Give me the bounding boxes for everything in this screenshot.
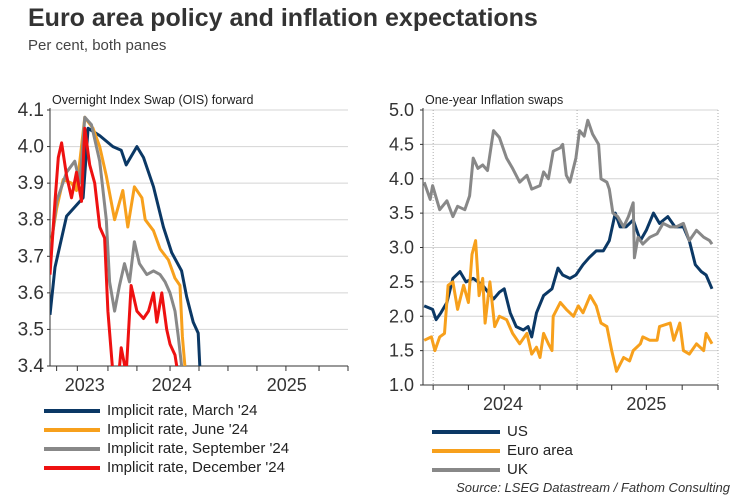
legend-item-march: Implicit rate, March '24 (44, 401, 257, 420)
y-tick-label: 3.9 (18, 173, 44, 194)
panel-title: One-year Inflation swaps (425, 93, 563, 107)
legend-swatch (432, 467, 500, 472)
x-tick-label: 2024 (483, 394, 523, 414)
legend-label: Euro area (507, 442, 573, 459)
legend-item-september: Implicit rate, September '24 (44, 439, 289, 458)
panel-title: Overnight Index Swap (OIS) forward (52, 93, 254, 107)
legend-item-december: Implicit rate, December '24 (44, 458, 285, 477)
panel-1: Overnight Index Swap (OIS) forward 3.4 3.5… (18, 93, 349, 395)
y-tick-label: 5.0 (389, 100, 414, 120)
y-tick-label: 3.7 (18, 246, 44, 267)
y-tick-label: 3.6 (18, 283, 44, 304)
legend-item-euro-area: Euro area (432, 441, 573, 460)
y-tick-label: 4.5 (389, 134, 414, 154)
legend-swatch (432, 429, 500, 434)
chart-subtitle: Per cent, both panes (28, 37, 167, 54)
legend-label: Implicit rate, June '24 (107, 421, 249, 438)
legend-item-uk: UK (432, 460, 528, 479)
y-tick-label: 3.0 (389, 238, 414, 258)
legend-swatch (44, 427, 100, 432)
legend-swatch (44, 446, 100, 451)
legend-swatch (44, 465, 100, 470)
series-line-implicit-rate-june-24 (50, 115, 187, 366)
y-tick-label: 1.0 (389, 375, 414, 395)
y-tick-label: 3.4 (18, 356, 45, 377)
y-tick-label: 1.5 (389, 341, 414, 361)
y-tick-label: 3.5 (18, 319, 44, 340)
legend-swatch (432, 448, 500, 453)
y-tick-label: 3.5 (389, 203, 414, 223)
legend-label: US (507, 423, 528, 440)
chart-title: Euro area policy and inflation expectati… (28, 4, 538, 32)
y-tick-label: 4.0 (18, 137, 44, 158)
series-line-us (423, 211, 714, 339)
legend-item-us: US (432, 422, 528, 441)
y-tick-label: 4.1 (18, 100, 44, 121)
panel-2: One-year Inflation swaps 1.0 1.5 2.0 2.5 3.0 3… (389, 93, 719, 414)
legend-label: Implicit rate, March '24 (107, 402, 258, 419)
x-tick-label: 2025 (626, 394, 666, 414)
series-line-implicit-rate-september-24 (50, 115, 184, 366)
y-tick-label: 4.0 (389, 169, 414, 189)
series-line-uk (423, 118, 714, 260)
x-tick-label: 2025 (267, 375, 307, 395)
legend-label: Implicit rate, December '24 (107, 459, 285, 476)
x-tick-label: 2024 (152, 375, 192, 395)
source-note: Source: LSEG Datastream / Fathom Consult… (456, 480, 730, 495)
y-tick-label: 3.8 (18, 210, 44, 231)
y-tick-label: 2.5 (389, 272, 414, 292)
legend-label: Implicit rate, September '24 (107, 440, 290, 457)
legend-label: UK (507, 461, 528, 478)
series-line-euro-area (423, 239, 714, 373)
x-tick-label: 2023 (65, 375, 105, 395)
y-tick-label: 2.0 (389, 306, 414, 326)
legend-item-june: Implicit rate, June '24 (44, 420, 248, 439)
series-line-implicit-rate-december-24 (50, 126, 179, 366)
legend-swatch (44, 408, 100, 413)
